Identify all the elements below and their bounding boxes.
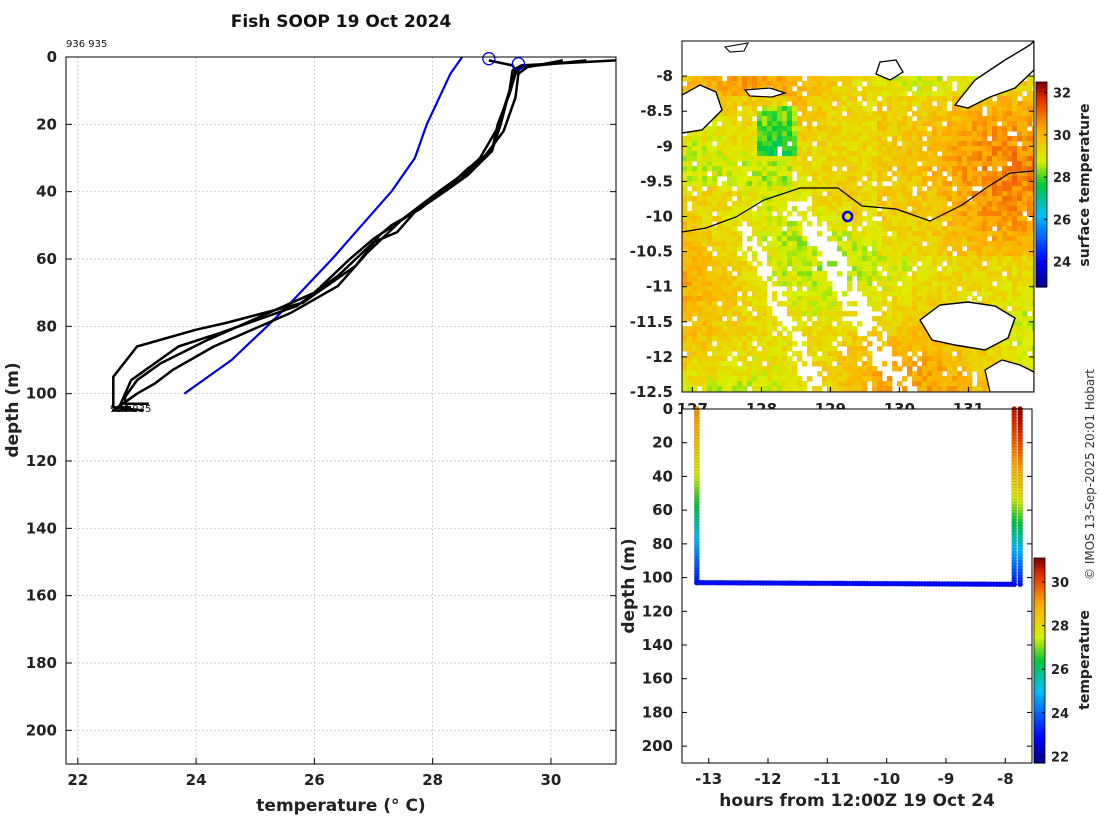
track-y-tick-label: 80 xyxy=(652,535,673,553)
track-points xyxy=(694,406,1023,588)
map-panel: -8-8.5-9-9.5-10-10.5-11-11.5-12-12.51271… xyxy=(630,40,1093,418)
track-x-tick-label: -13 xyxy=(695,770,722,788)
track-y-tick-label: 120 xyxy=(642,602,673,620)
track-x-tick-label: -10 xyxy=(873,770,900,788)
profile-y-tick-label: 180 xyxy=(26,654,57,672)
profile-line-cast-4 xyxy=(112,59,517,412)
map-colorbar-tick-label: 24 xyxy=(1053,256,1071,271)
profile-y-tick-label: 20 xyxy=(36,115,57,133)
figure-title: Fish SOOP 19 Oct 2024 xyxy=(231,12,452,32)
credit-text: © IMOS 13-Sep-2025 20:01 Hobart xyxy=(1083,369,1097,580)
map-colorbar-label: surface temperature xyxy=(1077,103,1093,266)
map-y-tick-label: -11 xyxy=(646,278,673,296)
profile-panel: 936 935 22 24 26 28 30 0 20 40 60 80 100 120 140 160 1… xyxy=(3,48,617,816)
track-x-tick-label: -11 xyxy=(814,770,841,788)
map-y-tick-label: -10 xyxy=(646,208,673,226)
track-y-tick-label: 140 xyxy=(642,636,673,654)
ship-position-marker xyxy=(841,210,854,223)
track-y-tick-label: 20 xyxy=(652,434,673,452)
map-y-tick-label: -12 xyxy=(646,348,673,366)
track-y-tick-label: 100 xyxy=(642,569,673,587)
profile-surface-marker xyxy=(511,57,526,71)
track-y-tick-label: 200 xyxy=(642,737,673,755)
track-panel: 0 20 40 60 80 100 120 140 160 180 200 -13 -12 -11 -10 -… xyxy=(619,400,1093,811)
track-colorbar-tick-label: 28 xyxy=(1051,620,1069,635)
profile-x-tick-label: 28 xyxy=(422,771,443,789)
map-y-tick-label: -8 xyxy=(656,67,673,85)
track-colorbar-tick-label: 24 xyxy=(1051,707,1069,722)
profile-y-tick-label: 80 xyxy=(36,317,57,335)
profile-y-tick-label: 0 xyxy=(47,48,57,66)
track-x-tick-label: -9 xyxy=(938,770,955,788)
track-y-tick-label: 160 xyxy=(642,670,673,688)
track-y-label: depth (m) xyxy=(619,538,639,633)
profile-plot-area xyxy=(66,57,616,764)
track-y-tick-label: 180 xyxy=(642,703,673,721)
profile-y-tick-label: 40 xyxy=(36,183,57,201)
coastline-islet xyxy=(743,87,787,98)
profile-grid xyxy=(66,56,616,764)
profile-series xyxy=(112,52,617,412)
track-y-tick-label: 40 xyxy=(652,467,673,485)
map-colorbar-tick-label: 30 xyxy=(1053,129,1071,144)
profile-y-tick-label: 120 xyxy=(26,452,57,470)
map-colorbar-tick-label: 28 xyxy=(1053,171,1071,186)
profile-surface-marker xyxy=(482,52,496,66)
profile-x-tick-label: 22 xyxy=(67,771,88,789)
track-colorbar-tick-label: 22 xyxy=(1051,750,1069,765)
profile-y-tick-label: 160 xyxy=(26,587,57,605)
profile-end-ids-label: 936 935 xyxy=(110,404,151,415)
coastline-south-east xyxy=(984,359,1034,392)
profile-x-label: temperature (° C) xyxy=(256,796,425,816)
coastline-north-east xyxy=(953,41,1034,109)
map-y-tick-label: -12.5 xyxy=(630,383,673,401)
profile-ticks: 22 24 26 28 30 0 20 40 60 80 100 120 140 160 180 200 xyxy=(26,48,616,789)
profile-frame xyxy=(65,56,617,765)
track-colorbar-label: temperature xyxy=(1077,610,1093,710)
track-y-tick-label: 60 xyxy=(652,501,673,519)
map-y-tick-label: -9 xyxy=(656,137,673,155)
track-colorbar-tick-label: 30 xyxy=(1051,576,1069,591)
track-colorbar-frame xyxy=(1033,557,1046,764)
coastline-island-south xyxy=(919,301,1016,351)
track-x-tick-label: -12 xyxy=(754,770,781,788)
track-x-tick-label: -8 xyxy=(997,770,1014,788)
profile-x-tick-label: 26 xyxy=(304,771,325,789)
profile-y-tick-label: 200 xyxy=(26,721,57,739)
profile-y-tick-label: 60 xyxy=(36,250,57,268)
bathymetry-contour xyxy=(682,170,1034,233)
profile-y-tick-label: 140 xyxy=(26,519,57,537)
map-colorbar-frame xyxy=(1035,81,1048,288)
map-colorbar-tick-label: 32 xyxy=(1053,87,1071,102)
coastline-island-north xyxy=(875,59,904,81)
profile-line-climatology xyxy=(183,56,464,395)
map-y-tick-label: -10.5 xyxy=(630,243,673,261)
map-y-tick-label: -8.5 xyxy=(640,102,673,120)
profile-x-tick-label: 30 xyxy=(541,771,562,789)
map-colorbar: 24 26 28 30 32 xyxy=(1035,81,1071,288)
profile-ids-label: 936 935 xyxy=(66,39,107,50)
profile-x-tick-label: 24 xyxy=(186,771,207,789)
track-colorbar: 22 24 26 28 30 xyxy=(1033,557,1069,765)
map-plot-area xyxy=(682,41,1034,392)
coastline-island-west xyxy=(682,84,723,134)
profile-y-label: depth (m) xyxy=(3,362,23,457)
map-y-tick-label: -11.5 xyxy=(630,313,673,331)
coastline-islet-north xyxy=(723,42,749,53)
track-x-label: hours from 12:00Z 19 Oct 24 xyxy=(719,791,995,811)
map-colorbar-tick-label: 26 xyxy=(1053,213,1071,228)
track-frame xyxy=(681,408,1033,764)
profile-y-tick-label: 100 xyxy=(26,385,57,403)
track-ticks: 0 20 40 60 80 100 120 140 160 180 200 -13 -12 -11 -10 -… xyxy=(642,400,1032,788)
track-y-tick-label: 0 xyxy=(663,400,673,418)
track-colorbar-tick-label: 26 xyxy=(1051,663,1069,678)
profile-line-cast-3 xyxy=(123,59,564,406)
map-y-tick-label: -9.5 xyxy=(640,172,673,190)
